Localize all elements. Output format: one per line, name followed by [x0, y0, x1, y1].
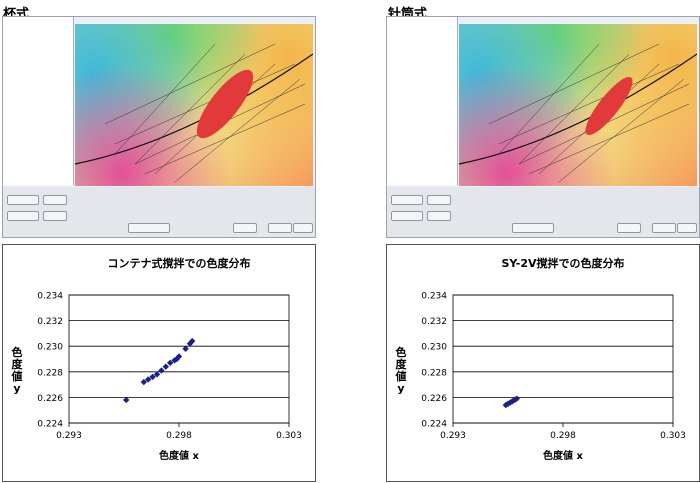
panel-button[interactable] [43, 211, 67, 221]
x-axis-label: 色度値 x [543, 449, 583, 462]
data-point [123, 396, 130, 404]
right-chart-y-label: 色度値 y [395, 346, 407, 395]
cie-chromaticity-diagram [458, 24, 698, 186]
data-point [182, 345, 189, 352]
data-point [158, 367, 165, 374]
panel-button[interactable] [391, 195, 423, 205]
x-axis-label: 色度値 x [159, 449, 199, 462]
x-tick-label: 0.298 [550, 431, 576, 441]
y-tick-label: 0.224 [421, 420, 447, 430]
data-point [189, 337, 196, 345]
panel-button[interactable] [233, 223, 257, 233]
x-tick-label: 0.298 [166, 431, 192, 441]
y-tick-label: 0.228 [421, 368, 447, 378]
panel-button[interactable] [7, 195, 39, 205]
y-tick-label: 0.228 [37, 368, 63, 378]
panel-button[interactable] [128, 223, 170, 233]
y-tick-label: 0.234 [37, 292, 63, 302]
right-chart-frame: SY-2V撹拌での色度分布 0.234 0.232 0.230 0.228 0.226 0.… [386, 244, 700, 482]
control-panel [3, 187, 315, 237]
y-tick-label: 0.232 [421, 317, 447, 327]
chart-title: SY-2V撹拌での色度分布 [501, 256, 624, 270]
panel-button[interactable] [652, 223, 676, 233]
panel-button[interactable] [391, 211, 423, 221]
panel-button[interactable] [677, 223, 697, 233]
x-tick-label: 0.293 [440, 431, 466, 441]
y-tick-label: 0.232 [37, 317, 63, 327]
left-chart-frame: コンテナ式撹拌での色度分布 0.234 0.232 0.230 0.228 0.226 0.… [2, 244, 316, 482]
x-tick-label: 0.303 [276, 431, 302, 441]
data-point [167, 359, 174, 367]
y-tick-label: 0.230 [37, 343, 63, 353]
y-tick-label: 0.226 [37, 394, 63, 404]
left-scatter-chart: コンテナ式撹拌での色度分布 0.234 0.232 0.230 0.228 0.226 0.… [37, 256, 302, 462]
data-point [140, 378, 147, 386]
cie-chromaticity-diagram [74, 24, 314, 186]
measurement-table [3, 17, 74, 185]
data-point [175, 353, 183, 360]
panel-button[interactable] [617, 223, 641, 233]
x-tick-label: 0.303 [660, 431, 686, 441]
panel-button[interactable] [427, 211, 451, 221]
data-point [153, 371, 161, 378]
measurement-table [387, 17, 458, 185]
right-scatter-chart: SY-2V撹拌での色度分布 0.234 0.232 0.230 0.228 0.226 0.… [421, 256, 686, 462]
panel-button[interactable] [293, 223, 313, 233]
panel-button[interactable] [512, 223, 554, 233]
panel-button[interactable] [268, 223, 292, 233]
y-tick-label: 0.226 [421, 394, 447, 404]
cie-overlay [74, 43, 314, 183]
data-point [162, 363, 169, 370]
x-tick-label: 0.293 [56, 431, 82, 441]
y-tick-label: 0.234 [421, 292, 447, 302]
panel-button[interactable] [427, 195, 451, 205]
data-point [186, 340, 194, 347]
cie-overlay [458, 43, 698, 183]
right-software-screenshot [386, 16, 700, 238]
data-point [145, 376, 152, 383]
data-point [149, 373, 156, 381]
panel-button[interactable] [43, 195, 67, 205]
left-chart-y-label: 色度値 y [11, 346, 23, 395]
y-tick-label: 0.230 [421, 343, 447, 353]
chart-title: コンテナ式撹拌での色度分布 [108, 256, 251, 270]
y-tick-label: 0.224 [37, 420, 63, 430]
control-panel [387, 187, 699, 237]
plot-area-border [452, 294, 674, 424]
data-point [507, 399, 514, 406]
panel-button[interactable] [7, 211, 39, 221]
left-software-screenshot [2, 16, 316, 238]
